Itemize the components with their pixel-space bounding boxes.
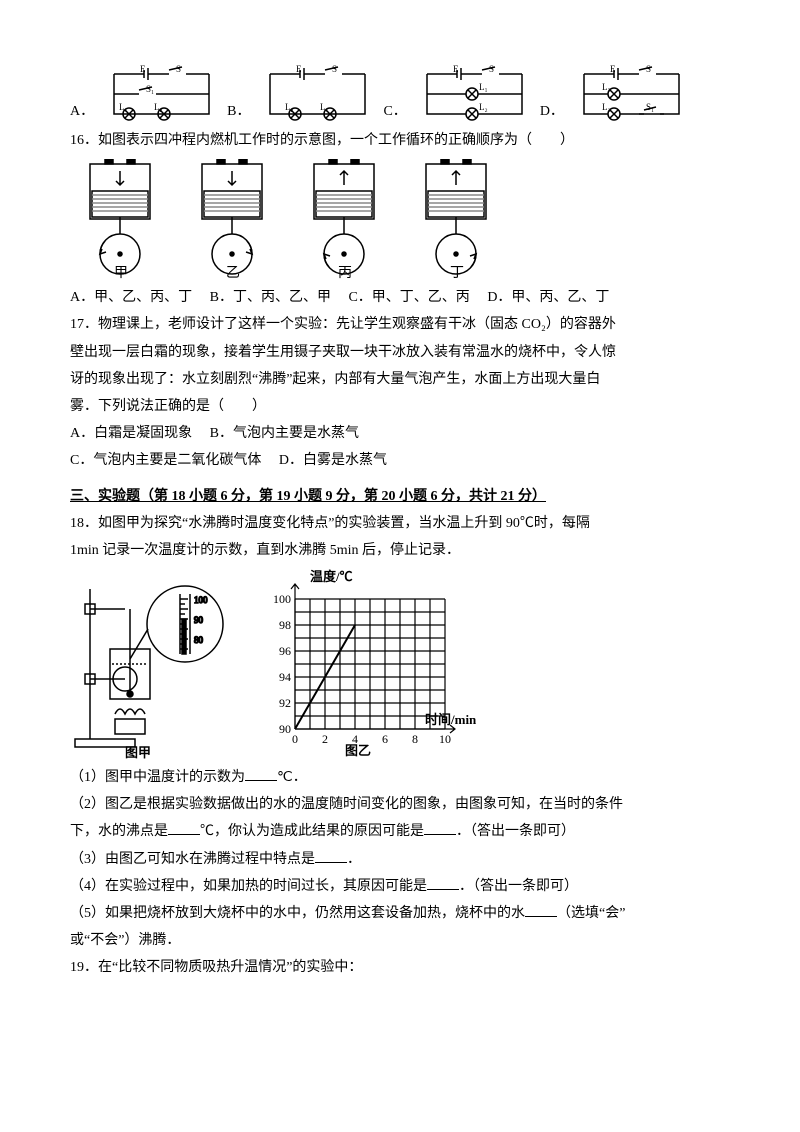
q18-p3: （3）由图乙可知水在沸腾过程中特点是． xyxy=(70,847,730,872)
q16-optD: D．甲、丙、乙、丁 xyxy=(487,290,609,305)
svg-text:92: 92 xyxy=(279,696,291,710)
svg-text:乙: 乙 xyxy=(226,265,240,279)
svg-text:L₁: L₁ xyxy=(320,102,329,112)
temp-chart: 温度/℃ 时间/min 图乙 90 92 94 96 98 100 0 2 4 6 8 10 xyxy=(250,569,480,759)
q18-l1: 18．如图甲为探究“水沸腾时温度变化特点”的实验装置，当水温上升到 90℃时，每… xyxy=(70,511,730,536)
svg-text:E: E xyxy=(140,64,146,74)
q15-options: A． E S S₁ L₁ L₂ B． E S L₂ L₁ C． E S L₁ L₂ D． xyxy=(70,64,730,124)
q18-p5: （5）如果把烧杯放到大烧杯中的水中，仍然用这套设备加热，烧杯中的水（选填“会” xyxy=(70,901,730,926)
blank[interactable] xyxy=(424,820,456,835)
svg-text:L₂: L₂ xyxy=(154,102,163,112)
q18-p4: （4）在实验过程中，如果加热的时间过长，其原因可能是．（答出一条即可） xyxy=(70,874,730,899)
q17-optD: D．白雾是水蒸气 xyxy=(279,453,387,468)
section3-title: 三、实验题（第 18 小题 6 分，第 19 小题 9 分，第 20 小题 6 … xyxy=(70,484,730,509)
q16-options: A．甲、乙、丙、丁 B．丁、丙、乙、甲 C．甲、丁、乙、丙 D．甲、丙、乙、丁 xyxy=(70,285,730,310)
q18-p2a: （2）图乙是根据实验数据做出的水的温度随时间变化的图象，由图象可知，在当时的条件 xyxy=(70,792,730,817)
svg-text:100: 100 xyxy=(194,595,208,605)
svg-text:温度/℃: 温度/℃ xyxy=(310,569,353,584)
q15-optB-label: B． xyxy=(227,99,250,124)
svg-text:E: E xyxy=(296,64,302,74)
svg-text:8: 8 xyxy=(412,732,418,746)
svg-text:E: E xyxy=(610,64,616,74)
q16-optB: B．丁、丙、乙、甲 xyxy=(210,290,331,305)
q15-optA-label: A． xyxy=(70,99,94,124)
svg-text:L₁: L₁ xyxy=(602,82,611,92)
svg-text:90: 90 xyxy=(279,722,291,736)
svg-text:丙: 丙 xyxy=(338,266,352,279)
q18-p1: （1）图甲中温度计的示数为℃． xyxy=(70,765,730,790)
svg-text:L₁: L₁ xyxy=(119,102,128,112)
svg-text:6: 6 xyxy=(382,732,388,746)
q17-optB: B．气泡内主要是水蒸气 xyxy=(210,426,359,441)
q17-l2: 壁出现一层白霜的现象，接着学生用镊子夹取一块干冰放入装有常温水的烧杯中，令人惊 xyxy=(70,340,730,365)
blank[interactable] xyxy=(168,820,200,835)
engine-bing: 丙 xyxy=(294,159,394,279)
svg-text:2: 2 xyxy=(322,732,328,746)
svg-text:S₁: S₁ xyxy=(646,102,654,112)
circuit-diagram-b: E S L₂ L₁ xyxy=(260,64,375,124)
q18-l2: 1min 记录一次温度计的示数，直到水沸腾 5min 后，停止记录． xyxy=(70,538,730,563)
svg-text:E: E xyxy=(453,64,459,74)
svg-text:4: 4 xyxy=(352,732,358,746)
q17-l3: 讶的现象出现了：水立刻剧烈“沸腾”起来，内部有大量气泡产生，水面上方出现大量白 xyxy=(70,367,730,392)
q17-optC: C．气泡内主要是二氧化碳气体 xyxy=(70,453,261,468)
q17-optsCD: C．气泡内主要是二氧化碳气体 D．白雾是水蒸气 xyxy=(70,448,730,473)
svg-text:100: 100 xyxy=(273,592,291,606)
svg-text:98: 98 xyxy=(279,618,291,632)
svg-text:80: 80 xyxy=(194,635,204,645)
blank[interactable] xyxy=(245,766,277,781)
svg-text:S: S xyxy=(646,64,651,74)
svg-text:L₂: L₂ xyxy=(479,102,488,112)
svg-text:时间/min: 时间/min xyxy=(425,712,477,727)
blank[interactable] xyxy=(315,848,347,863)
q16-optA: A．甲、乙、丙、丁 xyxy=(70,290,192,305)
svg-text:甲: 甲 xyxy=(114,266,128,279)
blank[interactable] xyxy=(525,902,557,917)
svg-text:L₂: L₂ xyxy=(285,102,294,112)
q19: 19．在“比较不同物质吸热升温情况”的实验中： xyxy=(70,955,730,980)
q15-optD-label: D． xyxy=(540,99,564,124)
q18-figures: 100 90 80 图甲 温度/℃ 时间/min 图乙 909294969810… xyxy=(70,569,730,759)
circuit-diagram-d: E S L₁ L₂ S₁ xyxy=(574,64,689,124)
svg-text:96: 96 xyxy=(279,644,291,658)
svg-text:S: S xyxy=(176,64,181,74)
svg-text:L₁: L₁ xyxy=(479,82,488,92)
q16-optC: C．甲、丁、乙、丙 xyxy=(348,290,469,305)
svg-text:90: 90 xyxy=(194,615,204,625)
q16-figures: 甲 乙 丙 xyxy=(70,159,730,279)
engine-jia: 甲 xyxy=(70,159,170,279)
engine-yi: 乙 xyxy=(182,159,282,279)
svg-text:图乙: 图乙 xyxy=(345,743,371,758)
svg-text:94: 94 xyxy=(279,670,291,684)
q16-stem: 16．如图表示四冲程内燃机工作时的示意图，一个工作循环的正确顺序为（ ） xyxy=(70,128,730,153)
q17-optA: A．白霜是凝固现象 xyxy=(70,426,192,441)
q17-l1: 17．物理课上，老师设计了这样一个实验：先让学生观察盛有干冰（固态 CO₂）的容… xyxy=(70,312,730,337)
svg-text:10: 10 xyxy=(439,732,451,746)
svg-text:0: 0 xyxy=(292,732,298,746)
svg-text:S: S xyxy=(489,64,494,74)
circuit-diagram-a: E S S₁ L₁ L₂ xyxy=(104,64,219,124)
q15-optC-label: C． xyxy=(383,99,406,124)
apparatus-figure: 100 90 80 图甲 xyxy=(70,579,230,759)
q17-l4: 雾．下列说法正确的是（ ） xyxy=(70,394,730,419)
q18-p5c: 或“不会”）沸腾． xyxy=(70,928,730,953)
circuit-diagram-c: E S L₁ L₂ xyxy=(417,64,532,124)
svg-text:S₁: S₁ xyxy=(146,84,154,94)
svg-text:丁: 丁 xyxy=(450,266,464,279)
q17-optsAB: A．白霜是凝固现象 B．气泡内主要是水蒸气 xyxy=(70,421,730,446)
svg-text:S: S xyxy=(332,64,337,74)
svg-text:图甲: 图甲 xyxy=(125,745,151,759)
engine-ding: 丁 xyxy=(406,159,506,279)
svg-text:L₂: L₂ xyxy=(602,102,611,112)
blank[interactable] xyxy=(427,875,459,890)
q18-p2b: 下，水的沸点是℃，你认为造成此结果的原因可能是．（答出一条即可） xyxy=(70,819,730,844)
